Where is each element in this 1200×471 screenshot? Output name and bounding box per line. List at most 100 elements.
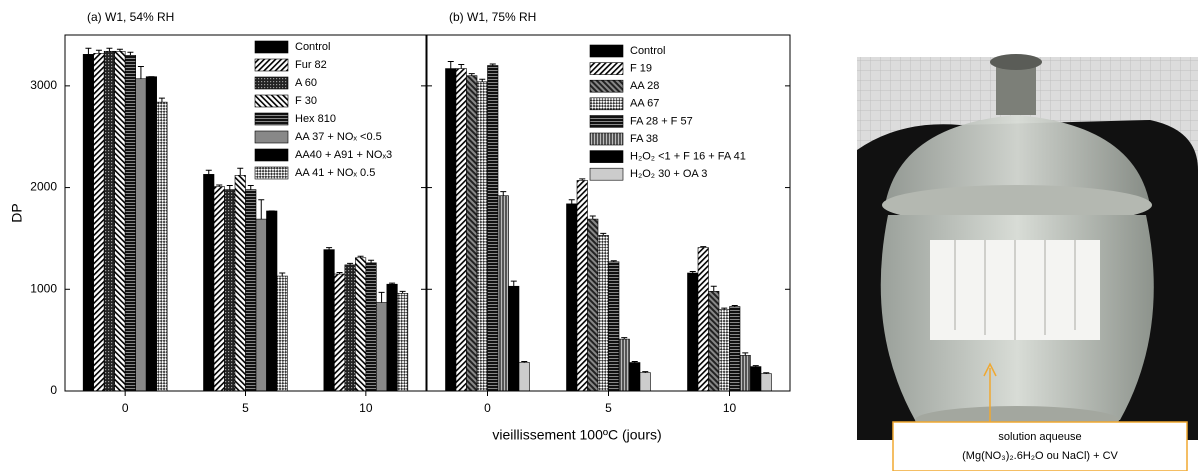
bar <box>355 257 367 392</box>
bar <box>487 65 499 392</box>
x-axis-label: vieillissement 100ºC (jours) <box>492 427 661 443</box>
bar <box>334 273 346 392</box>
bar <box>276 275 288 392</box>
error-bar <box>479 78 486 82</box>
legend-swatch <box>589 44 624 58</box>
error-bar <box>689 270 696 274</box>
error-bar <box>258 199 265 220</box>
legend-swatch <box>254 148 289 162</box>
error-bar <box>279 272 286 277</box>
legend-label: H₂O₂ 30 + OA 3 <box>630 168 707 180</box>
bar <box>203 174 215 392</box>
bar <box>760 373 772 392</box>
bar <box>718 309 730 392</box>
x-tick-label: 5 <box>605 401 612 415</box>
bar <box>365 262 377 392</box>
plot-frame <box>64 34 427 392</box>
error-bar <box>589 215 596 220</box>
bar <box>376 302 388 392</box>
legend-swatch <box>254 40 289 54</box>
error-bar <box>106 47 113 52</box>
bar <box>397 293 409 392</box>
caption-line: (Mg(NO₃)₂.6H₂O ou NaCl) + CV <box>962 450 1118 462</box>
error-bar <box>510 280 517 287</box>
error-bar <box>116 48 123 52</box>
legend-label: FA 38 <box>630 133 658 145</box>
error-bar <box>600 232 607 236</box>
error-bar <box>621 337 628 340</box>
x-tick-label: 0 <box>484 401 491 415</box>
error-bar <box>326 247 333 250</box>
error-bar <box>205 169 212 175</box>
legend-swatch <box>254 130 289 144</box>
bar <box>386 283 398 392</box>
caption-arrowhead <box>983 362 997 377</box>
legend-label: H₂O₂ <1 + F 16 + FA 41 <box>630 151 746 163</box>
legend-label: AA 28 <box>630 80 659 92</box>
bar <box>114 50 126 392</box>
y-tick-label: 1000 <box>30 281 57 295</box>
bar <box>587 218 599 392</box>
legend-label: AA 37 + NOₓ <0.5 <box>295 131 382 143</box>
bar <box>687 272 699 392</box>
bar <box>629 362 641 392</box>
legend-swatch <box>254 76 289 90</box>
error-bar <box>389 282 396 285</box>
y-tick-label: 3000 <box>30 78 57 92</box>
bar <box>576 180 588 392</box>
error-bar <box>521 361 528 363</box>
chart-title: (a) W1, 54% RH <box>87 10 174 24</box>
x-tick-label: 5 <box>242 401 249 415</box>
legend-label: AA 67 <box>630 98 659 110</box>
y-tick-label: 0 <box>50 383 57 397</box>
bar <box>213 186 225 392</box>
x-tick-label: 10 <box>359 401 373 415</box>
bar <box>466 75 478 392</box>
bar <box>323 249 335 392</box>
x-tick-label: 10 <box>723 401 737 415</box>
bar <box>708 291 720 392</box>
error-bar <box>700 246 707 248</box>
legend-label: AA40 + A91 + NOₓ3 <box>295 149 392 161</box>
error-bar <box>568 199 575 204</box>
error-bar <box>85 47 92 55</box>
bar <box>445 68 457 392</box>
bar <box>135 78 147 392</box>
error-bar <box>752 365 759 367</box>
bar <box>455 68 467 392</box>
bar <box>145 76 157 392</box>
legend-label: F 30 <box>295 95 317 107</box>
bar <box>224 189 236 392</box>
error-bar <box>137 66 144 79</box>
bar <box>597 235 609 392</box>
bar <box>255 218 267 392</box>
error-bar <box>631 361 638 363</box>
legend-label: FA 28 + F 57 <box>630 115 693 127</box>
error-bar <box>347 262 354 265</box>
legend-label: Hex 810 <box>295 113 336 125</box>
legend-swatch <box>589 132 624 146</box>
error-bar <box>489 63 496 66</box>
error-bar <box>247 185 254 190</box>
error-bar <box>95 49 102 54</box>
legend-swatch <box>589 167 624 181</box>
bar <box>82 54 94 392</box>
bar <box>739 355 751 392</box>
legend-label: F 19 <box>630 63 652 75</box>
legend-label: A 60 <box>295 77 317 89</box>
legend-swatch <box>254 166 289 180</box>
legend-label: Fur 82 <box>295 59 327 71</box>
bar <box>639 372 651 392</box>
error-bar <box>642 371 649 373</box>
legend-swatch <box>254 94 289 108</box>
error-bar <box>763 372 770 374</box>
error-bar <box>731 305 738 307</box>
error-bar <box>127 51 134 56</box>
legend-swatch <box>589 62 624 75</box>
legend-label: Control <box>630 45 665 57</box>
bar <box>508 285 520 392</box>
y-tick-label: 2000 <box>30 180 57 194</box>
bar <box>103 50 115 392</box>
error-bar <box>710 285 717 292</box>
